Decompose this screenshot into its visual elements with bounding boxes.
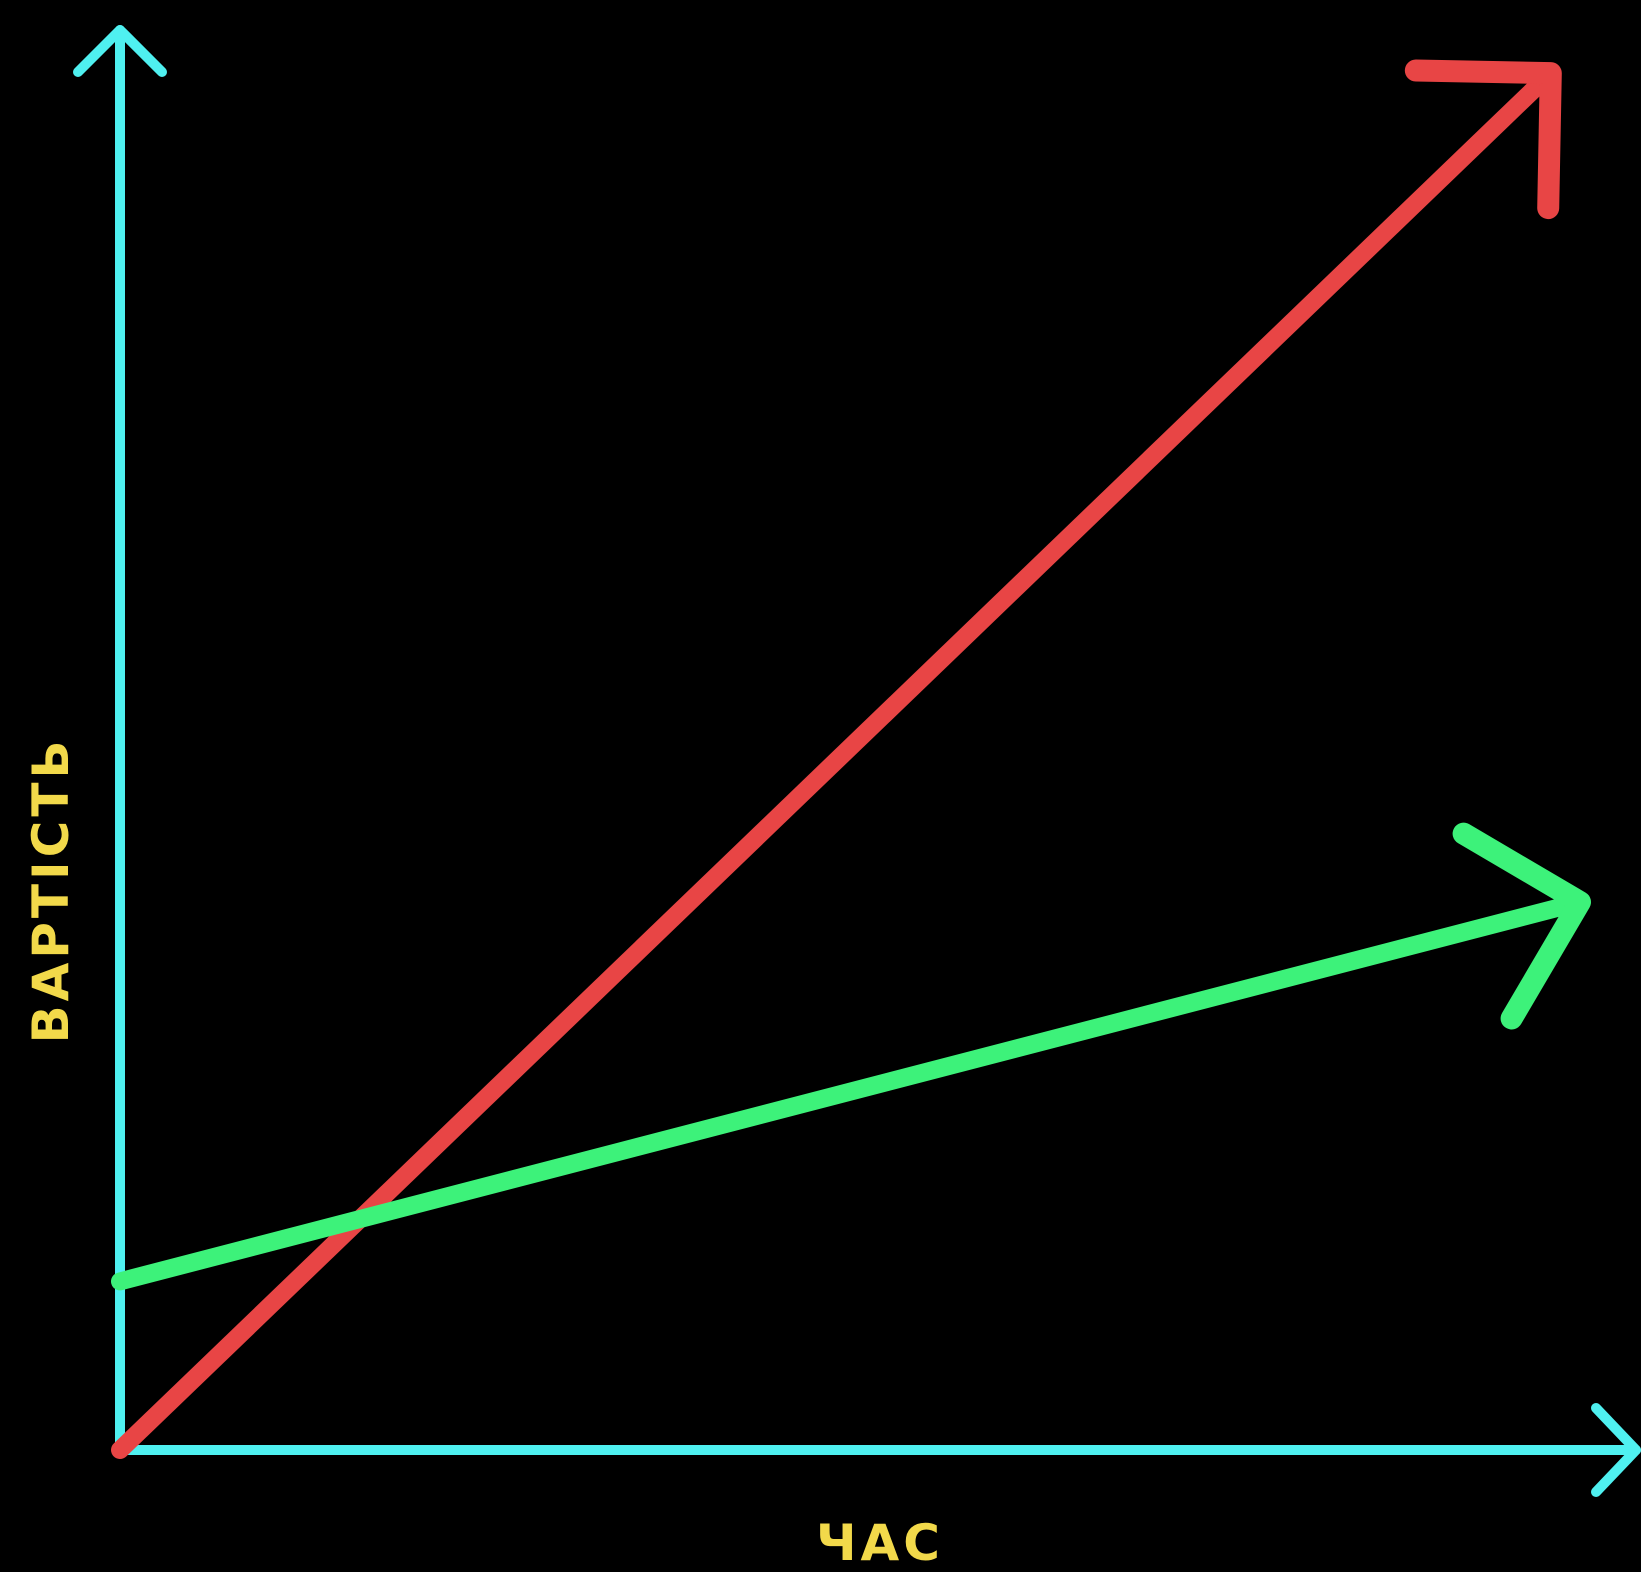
series-line-2-path (111, 893, 1589, 1291)
y-axis-arrow-icon (73, 25, 167, 77)
series-line-2-arrow-icon (1452, 822, 1591, 1030)
x-axis-arrow-icon (1591, 1403, 1641, 1497)
y-axis-label: ВАРТІСТЬ (22, 736, 80, 1043)
axes (73, 25, 1641, 1497)
x-axis-label: ЧАС (816, 1514, 944, 1572)
series-line-1-arrow-icon (1404, 59, 1562, 220)
series-layer (111, 59, 1591, 1459)
series-line-2 (111, 822, 1591, 1291)
